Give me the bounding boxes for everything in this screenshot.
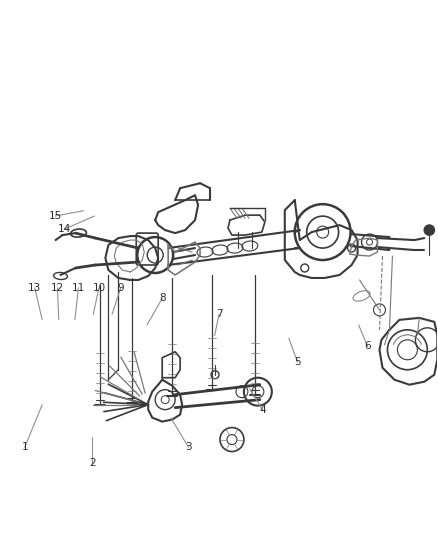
Text: 1: 1 xyxy=(21,442,28,452)
Text: 15: 15 xyxy=(49,211,62,221)
Circle shape xyxy=(424,225,434,235)
Text: 10: 10 xyxy=(92,283,106,293)
Text: 9: 9 xyxy=(117,283,124,293)
Text: 5: 5 xyxy=(294,357,301,367)
Text: 6: 6 xyxy=(364,341,371,351)
Text: 13: 13 xyxy=(28,283,41,293)
Text: 4: 4 xyxy=(259,405,266,415)
Text: 3: 3 xyxy=(185,442,192,452)
Text: 8: 8 xyxy=(159,293,166,303)
Text: 14: 14 xyxy=(57,224,71,235)
Text: 11: 11 xyxy=(72,283,85,293)
Text: 12: 12 xyxy=(51,283,64,293)
Text: 7: 7 xyxy=(215,309,223,319)
Text: 2: 2 xyxy=(89,458,95,468)
